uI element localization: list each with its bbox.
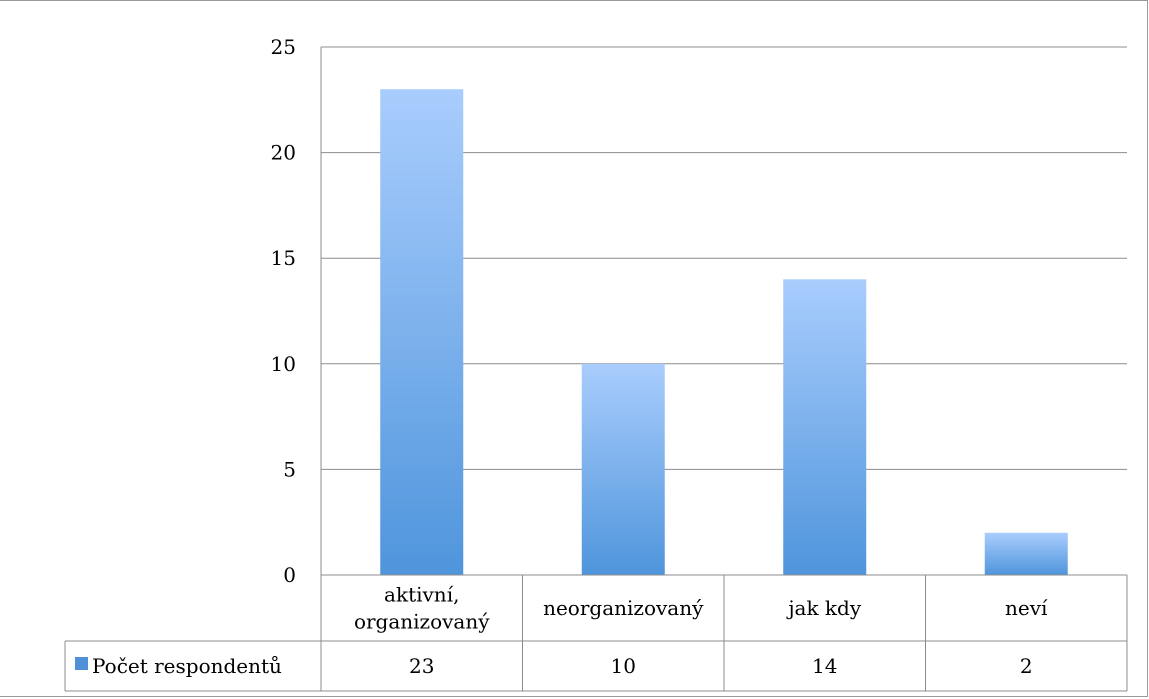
y-tick-label: 20 <box>271 141 296 165</box>
data-table: aktivní, organizovaný neorganizovaný jak kd… <box>64 574 1128 692</box>
bar <box>984 532 1068 575</box>
y-axis-tick-labels: 0 5 10 15 20 25 <box>271 35 296 587</box>
bar <box>380 89 464 576</box>
bar <box>783 279 867 575</box>
category-label: neorganizovaný <box>543 596 704 620</box>
data-table-value: 10 <box>611 654 636 678</box>
y-tick-label: 10 <box>271 352 296 376</box>
data-table-value: 14 <box>812 654 837 678</box>
category-label: neví <box>1005 596 1048 620</box>
data-table-value: 23 <box>409 654 434 678</box>
bar <box>581 363 665 575</box>
legend-key <box>75 657 88 670</box>
series-name: Počet respondentů <box>92 654 282 678</box>
y-tick-label: 25 <box>271 35 296 59</box>
y-tick-label: 0 <box>283 563 296 587</box>
category-label: organizovaný <box>354 610 490 634</box>
y-tick-label: 5 <box>283 457 296 481</box>
category-label: aktivní, <box>384 583 459 607</box>
data-table-value: 2 <box>1020 654 1033 678</box>
y-tick-label: 15 <box>271 246 296 270</box>
category-label: jak kdy <box>786 596 862 620</box>
bars <box>380 89 1068 576</box>
